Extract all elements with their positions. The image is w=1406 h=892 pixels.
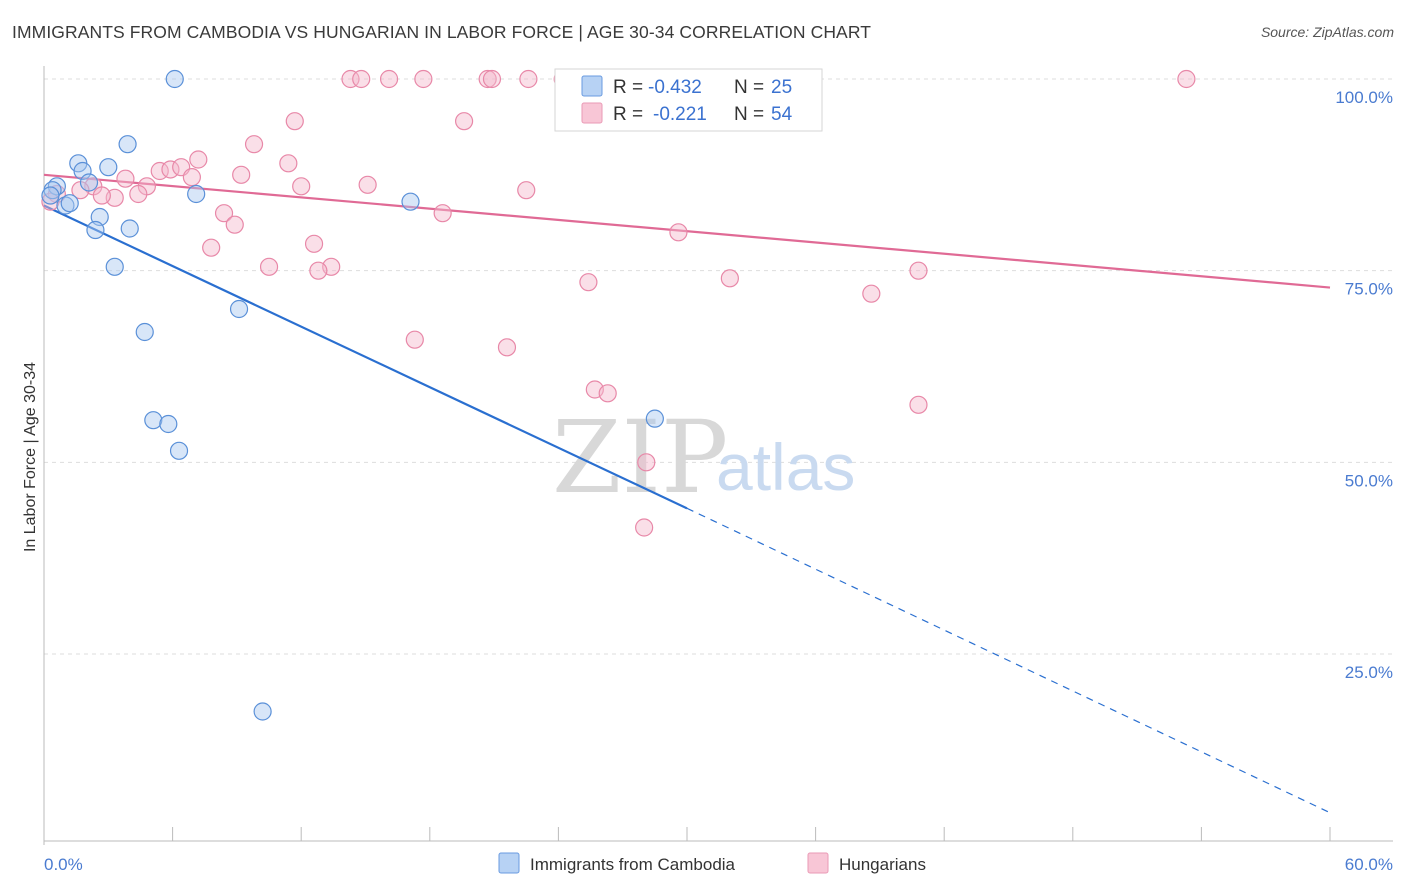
point-cambodia bbox=[86, 220, 105, 240]
point-cambodia bbox=[187, 184, 206, 204]
point-hungarians bbox=[341, 69, 360, 89]
point-hungarians bbox=[414, 69, 433, 89]
point-hungarians bbox=[285, 112, 304, 131]
point-cambodia bbox=[144, 411, 163, 430]
y-tick-label: 50.0% bbox=[1345, 471, 1393, 490]
stats-swatch-blue bbox=[581, 75, 603, 97]
point-hungarians bbox=[497, 338, 517, 357]
legend-label-pink[interactable]: Hungarians bbox=[839, 855, 926, 874]
point-cambodia bbox=[60, 194, 79, 213]
trend-line-cambodia-extension bbox=[686, 507, 1331, 814]
point-hungarians bbox=[225, 215, 244, 234]
point-hungarians bbox=[309, 261, 328, 280]
x-tick-label-start: 0.0% bbox=[44, 855, 83, 874]
point-hungarians bbox=[182, 168, 201, 187]
point-cambodia bbox=[41, 186, 60, 205]
y-axis-label: In Labor Force | Age 30-34 bbox=[22, 362, 39, 552]
point-hungarians bbox=[519, 69, 538, 89]
point-cambodia bbox=[229, 299, 249, 319]
point-hungarians bbox=[478, 69, 497, 89]
point-cambodia bbox=[159, 414, 178, 434]
point-hungarians bbox=[909, 395, 928, 414]
stats-r-value-blue: -0.432 bbox=[648, 77, 702, 98]
point-cambodia bbox=[645, 409, 664, 428]
y-tick-label: 25.0% bbox=[1345, 663, 1393, 682]
point-hungarians bbox=[214, 204, 234, 223]
point-cambodia bbox=[99, 158, 118, 177]
point-hungarians bbox=[482, 69, 502, 89]
y-tick-label: 75.0% bbox=[1345, 280, 1393, 299]
watermark-atlas: atlas bbox=[716, 430, 855, 504]
point-cambodia bbox=[105, 257, 124, 276]
point-hungarians bbox=[598, 384, 617, 403]
stats-swatch-pink bbox=[581, 102, 603, 124]
grid-lines bbox=[44, 78, 1395, 655]
point-hungarians bbox=[635, 518, 654, 537]
point-hungarians bbox=[202, 238, 221, 257]
point-hungarians bbox=[92, 186, 111, 205]
stats-n-value-blue: 25 bbox=[771, 77, 792, 98]
point-cambodia bbox=[135, 322, 154, 342]
point-hungarians bbox=[454, 112, 474, 131]
point-hungarians bbox=[259, 257, 279, 276]
point-hungarians bbox=[189, 150, 208, 169]
point-hungarians bbox=[517, 181, 536, 200]
point-cambodia bbox=[169, 441, 189, 460]
stats-r-label-pink: R = bbox=[613, 104, 643, 125]
stats-n-label-pink: N = bbox=[734, 104, 764, 125]
point-cambodia bbox=[73, 161, 92, 181]
point-hungarians bbox=[161, 160, 180, 179]
stats-n-label-blue: N = bbox=[734, 77, 764, 98]
legend-swatch-blue[interactable] bbox=[498, 852, 520, 874]
point-hungarians bbox=[637, 453, 656, 472]
point-hungarians bbox=[244, 135, 264, 154]
legend: Immigrants from Cambodia Hungarians bbox=[498, 852, 926, 874]
point-hungarians bbox=[379, 69, 399, 89]
point-hungarians bbox=[304, 234, 324, 253]
point-hungarians bbox=[1177, 69, 1196, 89]
stats-n-value-pink: 54 bbox=[771, 104, 793, 125]
stats-r-value-pink: -0.221 bbox=[653, 104, 707, 125]
point-hungarians bbox=[352, 69, 371, 89]
trend-line-cambodia bbox=[43, 204, 688, 510]
point-hungarians bbox=[358, 175, 377, 194]
point-hungarians bbox=[669, 223, 688, 242]
point-hungarians bbox=[232, 165, 251, 184]
x-tick-labels: 0.0% 60.0% bbox=[44, 855, 1393, 874]
point-cambodia bbox=[118, 135, 137, 154]
stats-box: R = -0.432 N = 25 R = -0.221 N = 54 bbox=[554, 68, 823, 132]
y-tick-labels: 100.0% 75.0% 50.0% 25.0% bbox=[1335, 88, 1393, 682]
point-hungarians bbox=[862, 284, 881, 303]
point-hungarians bbox=[129, 184, 148, 204]
legend-label-blue[interactable]: Immigrants from Cambodia bbox=[530, 855, 736, 874]
legend-swatch-pink[interactable] bbox=[807, 852, 829, 874]
point-hungarians bbox=[279, 154, 298, 173]
point-cambodia bbox=[120, 219, 139, 238]
point-cambodia bbox=[401, 192, 420, 211]
point-hungarians bbox=[116, 169, 135, 188]
point-hungarians bbox=[41, 192, 60, 211]
point-cambodia bbox=[165, 69, 184, 89]
x-tick-label-end: 60.0% bbox=[1345, 855, 1393, 874]
point-hungarians bbox=[579, 273, 598, 292]
data-points bbox=[41, 69, 1196, 721]
chart-source: Source: ZipAtlas.com bbox=[1260, 24, 1394, 40]
point-cambodia bbox=[79, 173, 99, 192]
stats-r-label-blue: R = bbox=[613, 77, 643, 98]
point-hungarians bbox=[909, 261, 928, 280]
y-tick-label: 100.0% bbox=[1335, 88, 1393, 107]
point-hungarians bbox=[292, 177, 311, 196]
point-hungarians bbox=[720, 269, 739, 288]
point-hungarians bbox=[405, 330, 424, 349]
point-cambodia bbox=[253, 702, 272, 721]
chart-title: IMMIGRANTS FROM CAMBODIA VS HUNGARIAN IN… bbox=[12, 22, 872, 42]
point-hungarians bbox=[433, 204, 452, 223]
